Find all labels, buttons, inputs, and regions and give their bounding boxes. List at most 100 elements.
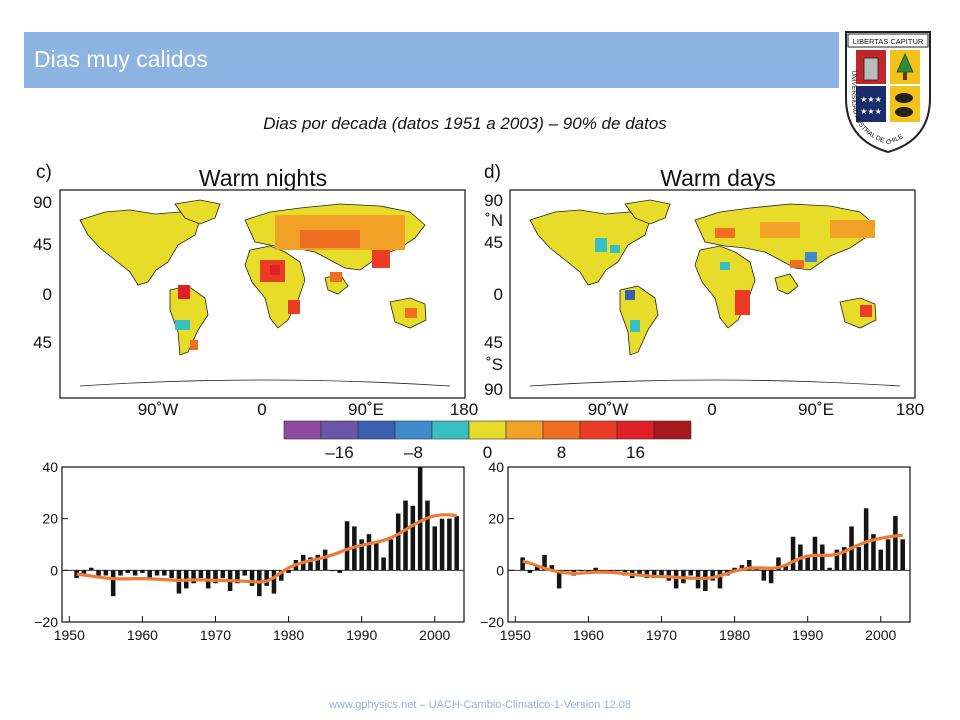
trend-patches xyxy=(175,215,417,350)
y-tick-label: 0 xyxy=(496,562,504,578)
lon-label: 0 xyxy=(707,400,716,419)
lon-label: 180 xyxy=(450,400,478,419)
bar xyxy=(885,539,891,571)
bar xyxy=(388,539,394,571)
bar xyxy=(271,570,277,594)
bar xyxy=(871,534,876,571)
bar xyxy=(710,570,715,581)
y-tick-label: 40 xyxy=(42,459,58,475)
bar xyxy=(746,560,752,571)
trend-patch xyxy=(190,340,198,350)
bar xyxy=(841,547,847,571)
bar xyxy=(322,549,328,571)
trend-patch xyxy=(715,228,735,238)
trend-patch xyxy=(595,238,607,252)
bar xyxy=(213,570,218,584)
bar xyxy=(454,516,459,571)
lat-label: 90 xyxy=(484,380,503,399)
lat-label: 90 xyxy=(33,193,52,212)
lat-label: 0 xyxy=(494,285,503,304)
bar xyxy=(805,554,810,571)
bar xyxy=(315,554,321,571)
x-tick-label: 1990 xyxy=(792,627,823,643)
trend-patch xyxy=(300,230,360,248)
bar xyxy=(549,565,555,571)
x-tick-label: 2000 xyxy=(865,627,896,643)
bar xyxy=(118,570,123,576)
crest-tree-trunk xyxy=(903,72,907,80)
crest-stars: ★★★ xyxy=(860,95,882,104)
map-title: Warm nights xyxy=(199,165,327,191)
university-crest: LIBERTAS CAPITUR ★★★ ★★★ UNIVERSIDAD AUS… xyxy=(845,31,931,154)
y-tick-label: 0 xyxy=(50,562,58,578)
y-tick-label: −20 xyxy=(480,614,504,630)
bar xyxy=(359,539,364,571)
title-bar: Dias muy calidos xyxy=(24,32,839,88)
bar xyxy=(264,570,269,586)
world-land xyxy=(529,199,901,387)
bar xyxy=(834,549,840,571)
bar xyxy=(651,570,657,579)
bar xyxy=(688,570,693,576)
bar xyxy=(330,570,335,572)
slide-title: Dias muy calidos xyxy=(34,46,208,72)
y-tick-label: −20 xyxy=(34,614,58,630)
bar xyxy=(761,570,767,581)
colorbar-swatch xyxy=(320,420,359,440)
colorbar-tick-label: 8 xyxy=(557,443,566,462)
map-panel-letter: d) xyxy=(484,162,501,183)
colorbar-swatches xyxy=(283,420,692,440)
bar xyxy=(856,547,862,571)
colorbar-swatch xyxy=(579,420,618,440)
colorbar-swatch xyxy=(468,420,507,440)
bar xyxy=(827,567,832,571)
bar xyxy=(439,518,445,571)
lat-label: 0 xyxy=(43,285,52,304)
colorbar-swatch xyxy=(653,420,692,440)
crest-motto: LIBERTAS CAPITUR xyxy=(853,37,924,46)
bar xyxy=(447,518,452,571)
trend-patch xyxy=(330,272,342,282)
bar xyxy=(673,570,679,589)
y-tick-label: 20 xyxy=(488,511,504,527)
bar xyxy=(403,500,408,571)
bar xyxy=(783,565,789,571)
bar xyxy=(198,570,204,579)
colorbar-swatch xyxy=(357,420,396,440)
crest-stars-row2: ★★★ xyxy=(860,107,882,116)
crest-animal-top xyxy=(895,93,913,103)
continent-shape xyxy=(174,199,221,225)
bar xyxy=(337,570,343,573)
bar xyxy=(768,570,774,584)
bar xyxy=(110,570,116,597)
bar xyxy=(812,536,818,571)
bar xyxy=(344,521,350,571)
continent-shape xyxy=(79,209,201,286)
x-tick-label: 1990 xyxy=(346,627,377,643)
trend-patch xyxy=(735,290,750,315)
trend-patch xyxy=(178,285,190,299)
bar xyxy=(286,570,291,573)
bar xyxy=(191,570,196,584)
trend-patch xyxy=(720,262,730,270)
bar xyxy=(410,505,416,571)
bar xyxy=(732,567,737,571)
continent-shape xyxy=(624,199,671,225)
map-title: Warm days xyxy=(660,165,775,191)
x-tick-label: 2000 xyxy=(419,627,450,643)
lon-label: 90˚W xyxy=(138,400,179,419)
slide-footer: www.gphysics.net – UACH-Cambio-Climatico… xyxy=(328,699,631,711)
bar xyxy=(527,570,533,573)
continent-shape xyxy=(529,209,651,286)
x-tick-label: 1970 xyxy=(646,627,677,643)
bar xyxy=(132,570,138,576)
colorbar-swatch xyxy=(283,420,322,440)
bar xyxy=(81,570,87,576)
bar xyxy=(659,570,664,576)
map-panel-warm-days: d) Warm days 90 ˚N 45 0 45 ˚S 90 90˚W 0 … xyxy=(484,162,924,419)
bar xyxy=(820,544,825,571)
x-tick-label: 1960 xyxy=(127,627,158,643)
colorbar-swatch xyxy=(431,420,470,440)
x-tick-label: 1950 xyxy=(54,627,85,643)
bar xyxy=(147,570,152,579)
